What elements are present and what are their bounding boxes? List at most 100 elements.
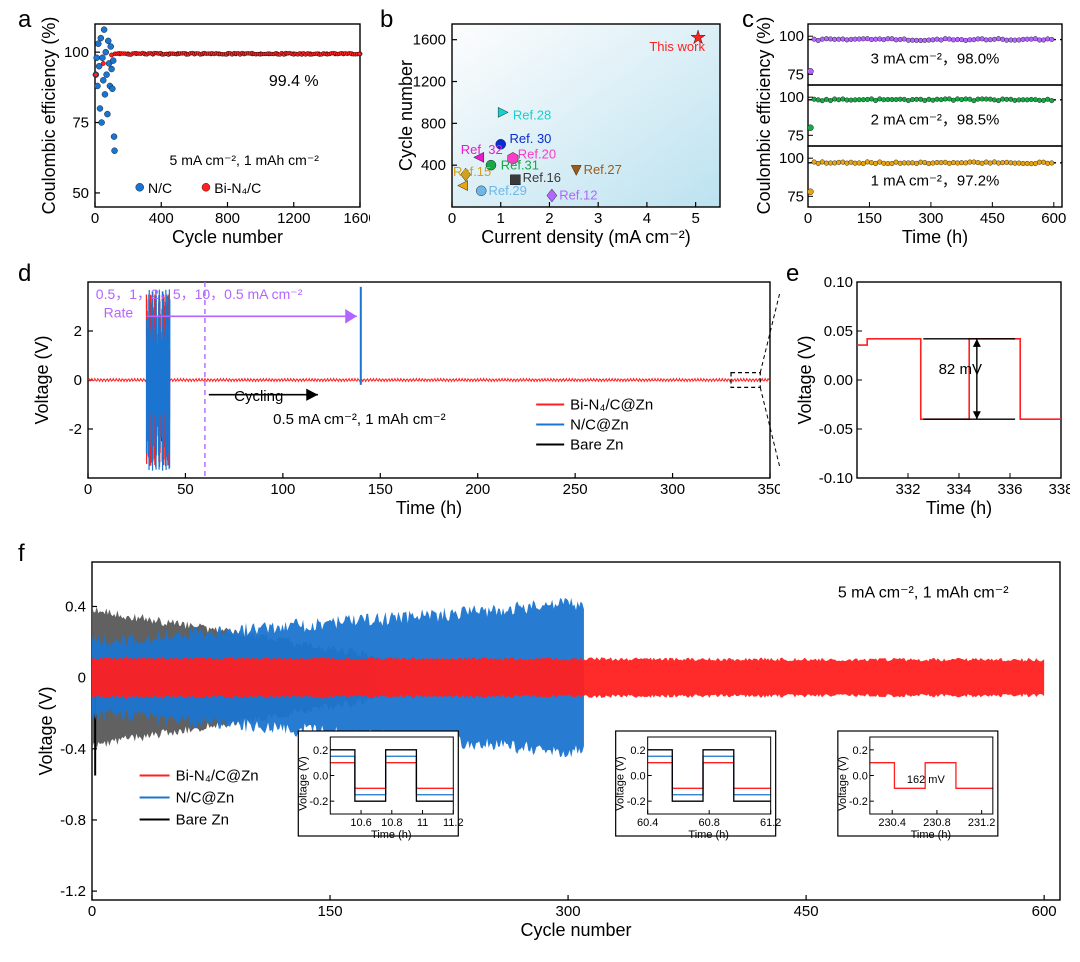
svg-text:0: 0 [74, 372, 82, 389]
svg-text:0.0: 0.0 [853, 771, 868, 783]
svg-text:Voltage (V): Voltage (V) [297, 756, 309, 810]
svg-text:2: 2 [545, 210, 553, 227]
svg-text:400: 400 [149, 210, 174, 227]
svg-text:100: 100 [779, 28, 804, 45]
svg-text:4: 4 [643, 210, 651, 227]
svg-text:Coulombic efficiency (%): Coulombic efficiency (%) [754, 17, 774, 215]
svg-text:Voltage (V): Voltage (V) [795, 335, 815, 424]
svg-text:75: 75 [787, 66, 804, 83]
svg-text:Ref. 32: Ref. 32 [461, 142, 503, 157]
svg-text:1200: 1200 [413, 74, 446, 91]
svg-text:600: 600 [1041, 210, 1066, 227]
svg-text:150: 150 [318, 903, 343, 920]
svg-text:100: 100 [779, 89, 804, 106]
svg-text:Voltage (V): Voltage (V) [837, 756, 849, 810]
svg-text:Voltage (V): Voltage (V) [32, 335, 52, 424]
svg-text:0: 0 [91, 210, 99, 227]
svg-text:82 mV: 82 mV [939, 361, 982, 378]
panel-a: 0 400 800 1200 1600 50 75 100 Cycle number Coulom… [30, 12, 370, 247]
svg-text:450: 450 [794, 903, 819, 920]
panel-c: Coulombic efficiency (%)751003 mA cm⁻²，9… [750, 12, 1070, 247]
svg-text:60.8: 60.8 [698, 817, 719, 829]
svg-text:800: 800 [215, 210, 240, 227]
svg-text:60.4: 60.4 [637, 817, 658, 829]
svg-text:300: 300 [556, 903, 581, 920]
svg-text:100: 100 [270, 481, 295, 498]
svg-text:350: 350 [757, 481, 780, 498]
chart-b: 01234540080012001600Current density (mA … [390, 12, 730, 247]
chart-e: 332334336338-0.10-0.050.000.050.10Time (… [795, 270, 1070, 520]
svg-text:100: 100 [779, 150, 804, 167]
svg-text:0: 0 [804, 210, 812, 227]
svg-text:Cycle number: Cycle number [172, 227, 283, 247]
svg-text:338: 338 [1048, 481, 1070, 498]
svg-text:0.0: 0.0 [313, 771, 328, 783]
svg-text:600: 600 [1032, 903, 1057, 920]
svg-text:This work: This work [649, 39, 705, 54]
svg-text:332: 332 [895, 481, 920, 498]
svg-text:0: 0 [448, 210, 456, 227]
svg-text:-1.2: -1.2 [60, 883, 86, 900]
svg-text:0: 0 [78, 670, 86, 687]
svg-text:0: 0 [88, 903, 96, 920]
svg-text:334: 334 [946, 481, 971, 498]
svg-text:-2: -2 [69, 421, 82, 438]
svg-text:2: 2 [74, 323, 82, 340]
svg-text:11: 11 [417, 817, 428, 829]
svg-text:10.8: 10.8 [381, 817, 402, 829]
svg-text:0.2: 0.2 [853, 745, 868, 757]
svg-text:0.00: 0.00 [824, 372, 853, 389]
svg-text:1200: 1200 [277, 210, 310, 227]
svg-text:400: 400 [421, 157, 446, 174]
svg-text:Voltage (V): Voltage (V) [36, 686, 56, 775]
svg-text:0.2: 0.2 [630, 745, 645, 757]
svg-text:150: 150 [857, 210, 882, 227]
svg-text:11.2: 11.2 [443, 817, 464, 829]
svg-text:200: 200 [465, 481, 490, 498]
svg-text:5: 5 [691, 210, 699, 227]
svg-text:5 mA cm⁻², 1 mAh cm⁻²: 5 mA cm⁻², 1 mAh cm⁻² [838, 585, 1009, 602]
svg-text:Ref.29: Ref.29 [489, 183, 527, 198]
svg-text:-0.2: -0.2 [627, 796, 646, 808]
svg-text:Bi-N₄/C: Bi-N₄/C [214, 180, 261, 196]
svg-text:-0.4: -0.4 [60, 741, 86, 758]
svg-text:1600: 1600 [343, 210, 370, 227]
svg-text:Time (h): Time (h) [371, 829, 412, 841]
svg-text:Coulombic efficiency (%): Coulombic efficiency (%) [39, 17, 59, 215]
svg-text:Ref.28: Ref.28 [513, 108, 551, 123]
svg-text:50: 50 [72, 185, 89, 202]
svg-text:0.5，1，2，5，10，0.5 mA cm⁻²: 0.5，1，2，5，10，0.5 mA cm⁻² [96, 286, 303, 302]
svg-text:Current density (mA cm⁻²): Current density (mA cm⁻²) [481, 227, 691, 247]
svg-text:Cycling: Cycling [234, 388, 283, 405]
svg-text:-0.05: -0.05 [819, 421, 853, 438]
svg-text:-0.2: -0.2 [309, 796, 328, 808]
chart-a: 0 400 800 1200 1600 50 75 100 Cycle number Coulom… [30, 12, 370, 247]
svg-text:Bare Zn: Bare Zn [570, 437, 623, 454]
svg-text:Voltage (V): Voltage (V) [615, 756, 627, 810]
svg-text:61.2: 61.2 [760, 817, 781, 829]
svg-text:Bi-N₄/C@Zn: Bi-N₄/C@Zn [570, 397, 653, 414]
chart-c: Coulombic efficiency (%)751003 mA cm⁻²，9… [750, 12, 1070, 247]
svg-text:100: 100 [64, 44, 89, 61]
svg-text:Time (h): Time (h) [926, 498, 992, 518]
svg-text:5 mA cm⁻², 1 mAh cm⁻²: 5 mA cm⁻², 1 mAh cm⁻² [170, 152, 320, 168]
svg-text:Time (h): Time (h) [911, 829, 952, 841]
svg-text:Bare Zn: Bare Zn [176, 811, 229, 828]
svg-text:250: 250 [563, 481, 588, 498]
svg-text:800: 800 [421, 115, 446, 132]
chart-d: 050100150200250300350-202Time (h)Voltage… [30, 270, 780, 520]
svg-text:N/C: N/C [148, 180, 172, 196]
svg-text:-0.2: -0.2 [849, 796, 868, 808]
svg-text:75: 75 [787, 127, 804, 144]
panel-d: 050100150200250300350-202Time (h)Voltage… [30, 270, 780, 520]
svg-text:75: 75 [72, 115, 89, 132]
svg-text:230.8: 230.8 [923, 817, 951, 829]
chart-f: 0150300450600-1.2-0.8-0.400.4Cycle numbe… [30, 550, 1070, 950]
svg-text:1: 1 [497, 210, 505, 227]
svg-text:N/C@Zn: N/C@Zn [570, 417, 629, 434]
svg-text:50: 50 [177, 481, 194, 498]
svg-text:230.4: 230.4 [878, 817, 906, 829]
svg-text:Time (h): Time (h) [902, 227, 968, 247]
svg-text:Ref.12: Ref.12 [559, 187, 597, 202]
svg-text:Cycle number: Cycle number [520, 920, 631, 940]
